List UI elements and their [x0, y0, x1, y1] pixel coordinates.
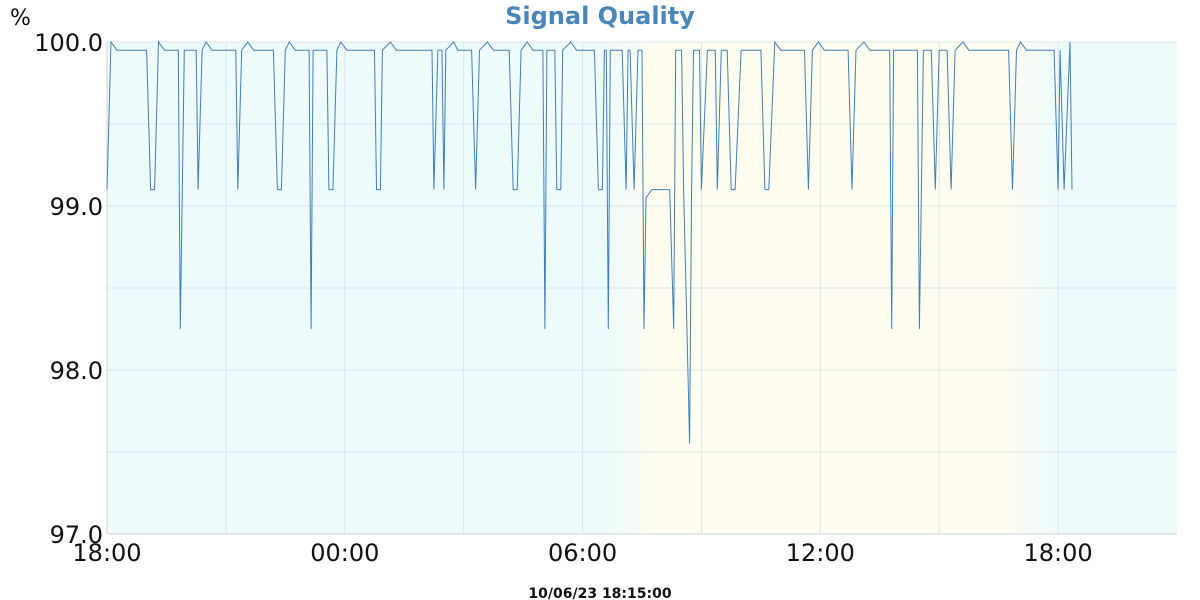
x-tick-label: 18:00 [72, 539, 141, 567]
x-tick-label: 00:00 [310, 539, 379, 567]
x-tick-labels: 18:00 00:00 06:00 12:00 18:00 [72, 539, 1092, 567]
y-tick-label: 97.0 [50, 521, 103, 549]
series-line [106, 40, 1073, 444]
chart-title: Signal Quality [505, 2, 695, 30]
timestamp: 10/06/23 18:15:00 [528, 586, 671, 600]
y-tick-label: 99.0 [50, 193, 103, 221]
x-tick-label: 12:00 [786, 539, 855, 567]
y-tick-label: 98.0 [50, 357, 103, 385]
y-axis-unit: % [10, 6, 31, 31]
y-tick-labels: 97.0 98.0 99.0 100.0 [34, 29, 103, 549]
y-tick-label: 100.0 [34, 29, 103, 57]
x-tick-label: 06:00 [548, 539, 617, 567]
x-tick-label: 18:00 [1024, 539, 1093, 567]
